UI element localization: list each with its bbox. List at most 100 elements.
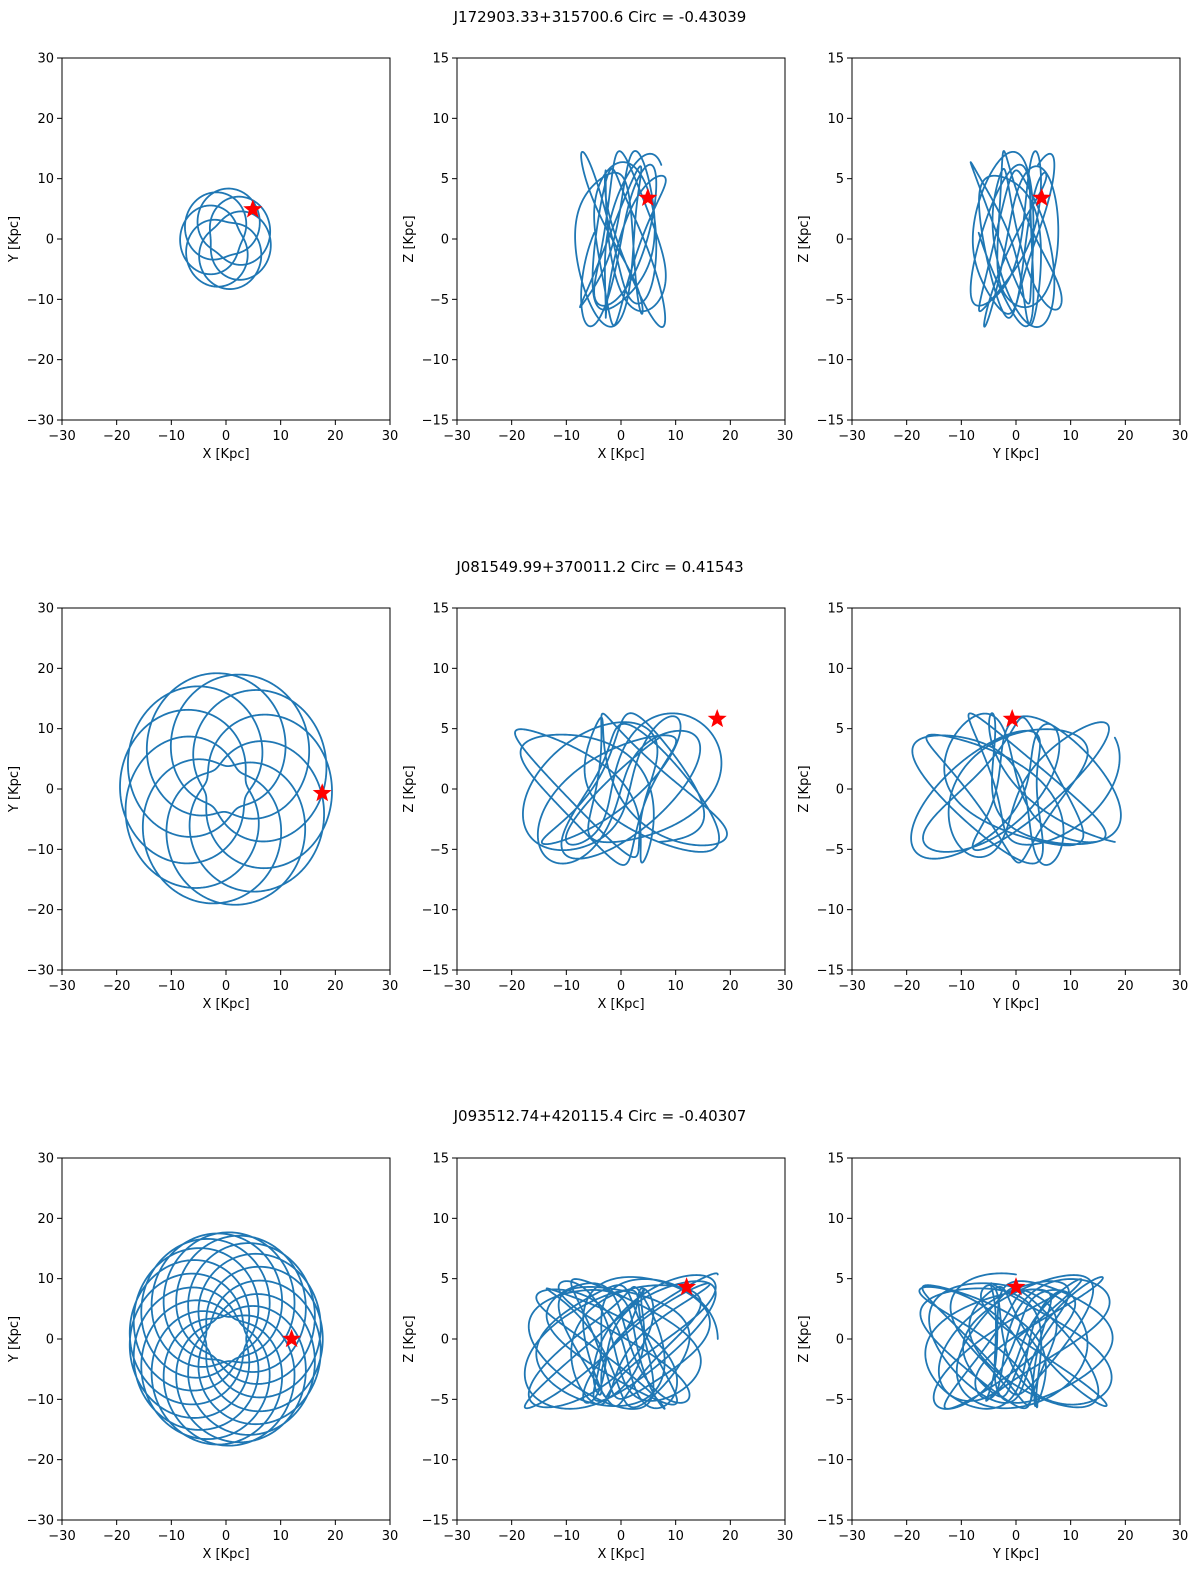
y-tick-label: 0 <box>836 1333 844 1348</box>
x-tick-label: −10 <box>158 1529 185 1544</box>
y-tick-label: −10 <box>27 1393 54 1408</box>
y-tick-label: 10 <box>827 662 844 677</box>
orbit-line <box>910 712 1122 866</box>
star-marker <box>707 709 727 728</box>
x-axis-label: X [Kpc] <box>597 997 644 1012</box>
x-tick-label: 10 <box>667 1529 684 1544</box>
x-tick-label: 0 <box>617 1529 625 1544</box>
x-tick-label: 10 <box>272 429 289 444</box>
x-tick-label: 30 <box>777 1529 794 1544</box>
y-axis-label: Y [Kpc] <box>7 1316 22 1363</box>
y-axis-label: Z [Kpc] <box>797 1315 812 1362</box>
orbit-panel: −30 −20 −10 0 10 20 30 −15 −10 −5 0 5 10 15 X [Kpc] Z [… <box>402 52 793 463</box>
x-tick-label: −30 <box>48 429 75 444</box>
y-tick-label: −10 <box>27 843 54 858</box>
y-axis-label: Z [Kpc] <box>797 215 812 262</box>
x-tick-label: 20 <box>327 1529 344 1544</box>
x-tick-label: −20 <box>893 429 920 444</box>
x-tick-label: 10 <box>272 1529 289 1544</box>
x-tick-label: 20 <box>327 429 344 444</box>
orbit-panel: −30 −20 −10 0 10 20 30 −15 −10 −5 0 5 10 15 Y [Kpc] Z [… <box>797 1152 1188 1563</box>
x-tick-label: 30 <box>777 979 794 994</box>
y-tick-label: −15 <box>422 964 449 979</box>
orbit-panel: −30 −20 −10 0 10 20 30 −15 −10 −5 0 5 10 15 X [Kpc] Z [… <box>402 602 793 1013</box>
y-axis-label: Y [Kpc] <box>7 216 22 263</box>
y-tick-label: −10 <box>422 1453 449 1468</box>
y-tick-label: 10 <box>432 662 449 677</box>
y-tick-label: −20 <box>27 903 54 918</box>
star-marker <box>677 1277 697 1296</box>
orbit-panel: −30 −20 −10 0 10 20 30 −15 −10 −5 0 5 10 15 Y [Kpc] Z [… <box>797 52 1188 463</box>
orbit-line <box>119 672 333 906</box>
x-tick-label: 10 <box>272 979 289 994</box>
x-tick-label: 0 <box>617 979 625 994</box>
orbit-line <box>969 150 1063 328</box>
x-tick-label: 30 <box>777 429 794 444</box>
y-tick-label: 30 <box>37 52 54 67</box>
y-tick-label: 5 <box>441 172 449 187</box>
x-tick-label: 30 <box>1172 979 1189 994</box>
y-tick-label: −5 <box>430 843 449 858</box>
row-title: J081549.99+370011.2 Circ = 0.41543 <box>455 558 743 576</box>
y-tick-label: 15 <box>432 602 449 617</box>
y-tick-label: −10 <box>422 353 449 368</box>
y-tick-label: 30 <box>37 602 54 617</box>
star-marker <box>312 783 332 802</box>
x-tick-label: 30 <box>382 1529 399 1544</box>
x-tick-label: 10 <box>667 429 684 444</box>
x-tick-label: −20 <box>103 1529 130 1544</box>
x-tick-label: 20 <box>722 429 739 444</box>
y-tick-label: −15 <box>422 1514 449 1529</box>
x-tick-label: 0 <box>222 1529 230 1544</box>
x-tick-label: −20 <box>498 979 525 994</box>
orbit-line <box>179 187 272 290</box>
y-tick-label: −5 <box>825 843 844 858</box>
y-tick-label: −10 <box>817 1453 844 1468</box>
x-tick-label: 10 <box>1062 429 1079 444</box>
y-tick-label: −10 <box>817 353 844 368</box>
x-tick-label: 0 <box>1012 429 1020 444</box>
y-tick-label: 10 <box>827 112 844 127</box>
orbit-line <box>918 1272 1114 1410</box>
x-axis-label: X [Kpc] <box>202 1547 249 1562</box>
y-tick-label: −5 <box>430 1393 449 1408</box>
x-tick-label: 0 <box>222 979 230 994</box>
y-tick-label: −5 <box>825 293 844 308</box>
y-tick-label: 5 <box>836 172 844 187</box>
y-tick-label: 10 <box>37 172 54 187</box>
x-tick-label: −30 <box>838 979 865 994</box>
orbit-line <box>523 1272 719 1410</box>
x-tick-label: −20 <box>498 429 525 444</box>
y-tick-label: −10 <box>422 903 449 918</box>
orbit-panel: −30 −20 −10 0 10 20 30 −15 −10 −5 0 5 10 15 X [Kpc] Z [… <box>402 1152 793 1563</box>
y-tick-label: 30 <box>37 1152 54 1167</box>
y-tick-label: 20 <box>37 662 54 677</box>
y-tick-label: 10 <box>37 1272 54 1287</box>
x-tick-label: 0 <box>1012 979 1020 994</box>
y-axis-label: Y [Kpc] <box>7 766 22 813</box>
star-marker <box>243 199 263 218</box>
y-tick-label: 0 <box>441 1333 449 1348</box>
y-tick-label: 0 <box>836 783 844 798</box>
x-tick-label: −20 <box>498 1529 525 1544</box>
orbit-panel: −30 −20 −10 0 10 20 30 −30 −20 −10 0 10 20 30 X [Kpc] Y… <box>7 1152 398 1563</box>
y-tick-label: 10 <box>827 1212 844 1227</box>
y-tick-label: 0 <box>46 233 54 248</box>
y-tick-label: 0 <box>46 783 54 798</box>
axes-frame <box>61 1157 391 1521</box>
x-tick-label: −30 <box>443 1529 470 1544</box>
y-tick-label: 0 <box>836 233 844 248</box>
x-tick-label: 30 <box>1172 429 1189 444</box>
x-tick-label: 0 <box>1012 1529 1020 1544</box>
x-tick-label: 0 <box>617 429 625 444</box>
y-tick-label: −10 <box>27 293 54 308</box>
x-tick-label: −20 <box>103 979 130 994</box>
x-tick-label: 30 <box>382 979 399 994</box>
x-tick-label: 10 <box>1062 1529 1079 1544</box>
y-tick-label: 10 <box>37 722 54 737</box>
y-tick-label: 10 <box>432 112 449 127</box>
y-tick-label: −30 <box>27 1514 54 1529</box>
y-tick-label: 15 <box>827 52 844 67</box>
x-tick-label: 30 <box>382 429 399 444</box>
orbit-line <box>128 1231 324 1447</box>
